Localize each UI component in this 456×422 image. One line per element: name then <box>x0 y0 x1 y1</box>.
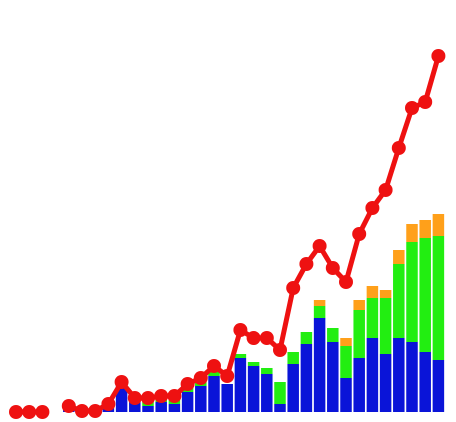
bar-segment <box>234 358 247 412</box>
bar-segment <box>274 404 286 412</box>
bar-segment <box>366 298 379 338</box>
line-marker <box>378 183 393 197</box>
bar-segment <box>327 342 339 412</box>
bar-segment <box>432 236 445 360</box>
line-marker <box>114 375 129 389</box>
line-marker <box>286 281 301 295</box>
bar-segment <box>195 386 207 412</box>
bar-segment <box>340 338 352 346</box>
bar-segment <box>366 286 379 298</box>
bar-segment <box>340 346 352 378</box>
bar-segment <box>353 300 365 310</box>
bar-segment <box>353 358 365 412</box>
line-marker <box>365 201 380 215</box>
line-marker <box>75 404 89 418</box>
bar-segment <box>340 378 352 412</box>
bar-segment <box>221 384 233 412</box>
bar-segment <box>261 374 273 412</box>
line-marker <box>61 399 76 413</box>
bar-segment <box>287 352 299 364</box>
line-marker <box>259 331 274 345</box>
line-marker <box>127 391 142 405</box>
bar-segment <box>379 298 392 354</box>
line-marker <box>9 405 23 419</box>
line-marker <box>405 101 419 115</box>
bar-segment <box>313 318 326 412</box>
line-marker <box>88 404 103 418</box>
bar-segment <box>261 368 273 374</box>
bar-segment <box>313 300 326 306</box>
line-marker <box>180 377 195 391</box>
line-marker <box>339 275 353 289</box>
bar-segment <box>419 220 431 238</box>
bar-segment <box>168 404 181 412</box>
bar-segment <box>287 364 299 412</box>
bar-segment <box>234 354 247 358</box>
bar-segment <box>419 238 431 352</box>
bar-segment <box>419 352 431 412</box>
line-marker <box>352 227 367 241</box>
line-marker <box>101 397 116 411</box>
bar-segment <box>353 310 365 358</box>
bar-segment <box>247 362 260 366</box>
bar-segment <box>274 382 286 404</box>
line-marker <box>233 323 248 337</box>
line-marker <box>193 371 208 385</box>
line-marker <box>431 49 446 63</box>
bar-segment <box>327 328 339 342</box>
line-marker <box>220 369 235 383</box>
bar-segment <box>432 214 445 236</box>
line-marker <box>246 331 261 345</box>
bar-segment <box>300 332 313 344</box>
line-marker <box>141 391 155 405</box>
bar-segment <box>155 402 167 412</box>
bar-segment <box>406 342 418 412</box>
line-marker <box>207 359 221 373</box>
line-marker <box>273 343 287 357</box>
bar-segment <box>432 360 445 412</box>
bar-segment <box>393 338 405 412</box>
line-marker <box>22 405 37 419</box>
bar-segment <box>379 354 392 412</box>
line-marker <box>418 95 433 109</box>
line-marker <box>325 261 340 275</box>
bar-segment <box>247 366 260 412</box>
bar-segment <box>393 250 405 264</box>
line-marker <box>391 141 406 155</box>
line-marker <box>312 239 327 253</box>
bar-segment <box>406 242 418 342</box>
bar-segment <box>379 290 392 298</box>
bar-segment <box>115 384 128 412</box>
line-marker <box>35 405 50 419</box>
bar-segment <box>406 224 418 242</box>
bar-segment <box>142 406 154 412</box>
bar-segment <box>181 392 194 412</box>
bar-segment <box>208 376 220 412</box>
bar-segment <box>129 402 141 412</box>
bar-segment <box>393 264 405 338</box>
bar-segment <box>300 344 313 412</box>
bar-segment <box>313 306 326 318</box>
line-marker <box>167 389 182 403</box>
bar-segment <box>366 338 379 412</box>
line-marker <box>299 257 314 271</box>
line-marker <box>154 389 169 403</box>
